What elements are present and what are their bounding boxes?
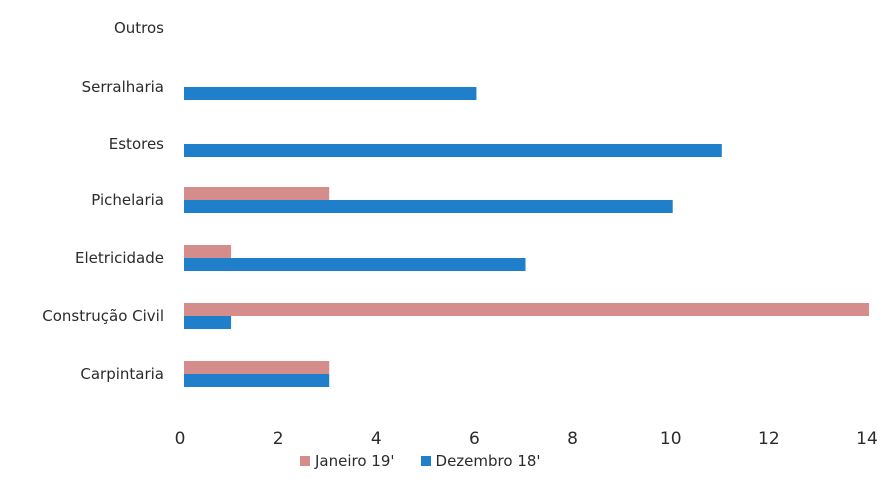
legend-label-dezembro: Dezembro 18': [435, 452, 541, 470]
x-tick-label: 8: [567, 429, 578, 449]
category-label: Serralharia: [82, 78, 164, 96]
category-label: Estores: [109, 135, 164, 153]
x-tick-label: 2: [273, 429, 284, 449]
x-tick-label: 6: [469, 429, 480, 449]
category-label: Carpintaria: [80, 365, 164, 383]
category-label: Pichelaria: [91, 191, 164, 209]
legend-label-janeiro: Janeiro 19': [315, 452, 395, 470]
x-tick-label: 12: [758, 429, 780, 449]
bar-dezembro: [184, 200, 673, 213]
x-tick-label: 4: [371, 429, 382, 449]
bar-janeiro: [184, 361, 330, 374]
x-tick-label: 14: [856, 429, 878, 449]
category-label: Outros: [114, 19, 164, 37]
bar-janeiro: [184, 245, 232, 258]
category-labels: Carpintaria Construção Civil Eletricidade P…: [42, 19, 164, 383]
bar-dezembro: [184, 144, 722, 157]
legend: Janeiro 19' Dezembro 18': [300, 452, 541, 470]
legend-swatch-dezembro: [420, 456, 431, 466]
bar-janeiro: [184, 187, 330, 200]
x-tick-label: 0: [175, 429, 186, 449]
bar-dezembro: [184, 258, 526, 271]
x-tick-label: 10: [660, 429, 682, 449]
legend-swatch-janeiro: [300, 456, 310, 466]
bar-dezembro: [184, 316, 232, 329]
category-label: Eletricidade: [75, 249, 164, 267]
legend-item-dezembro: Dezembro 18': [420, 452, 541, 470]
bar-dezembro: [184, 374, 330, 387]
bars: [184, 87, 869, 387]
bar-janeiro: [184, 303, 869, 316]
category-label: Construção Civil: [42, 307, 164, 325]
x-axis-ticks: 0 2 4 6 8 10 12 14: [175, 429, 878, 449]
legend-item-janeiro: Janeiro 19': [300, 452, 395, 470]
bar-dezembro: [184, 87, 477, 100]
